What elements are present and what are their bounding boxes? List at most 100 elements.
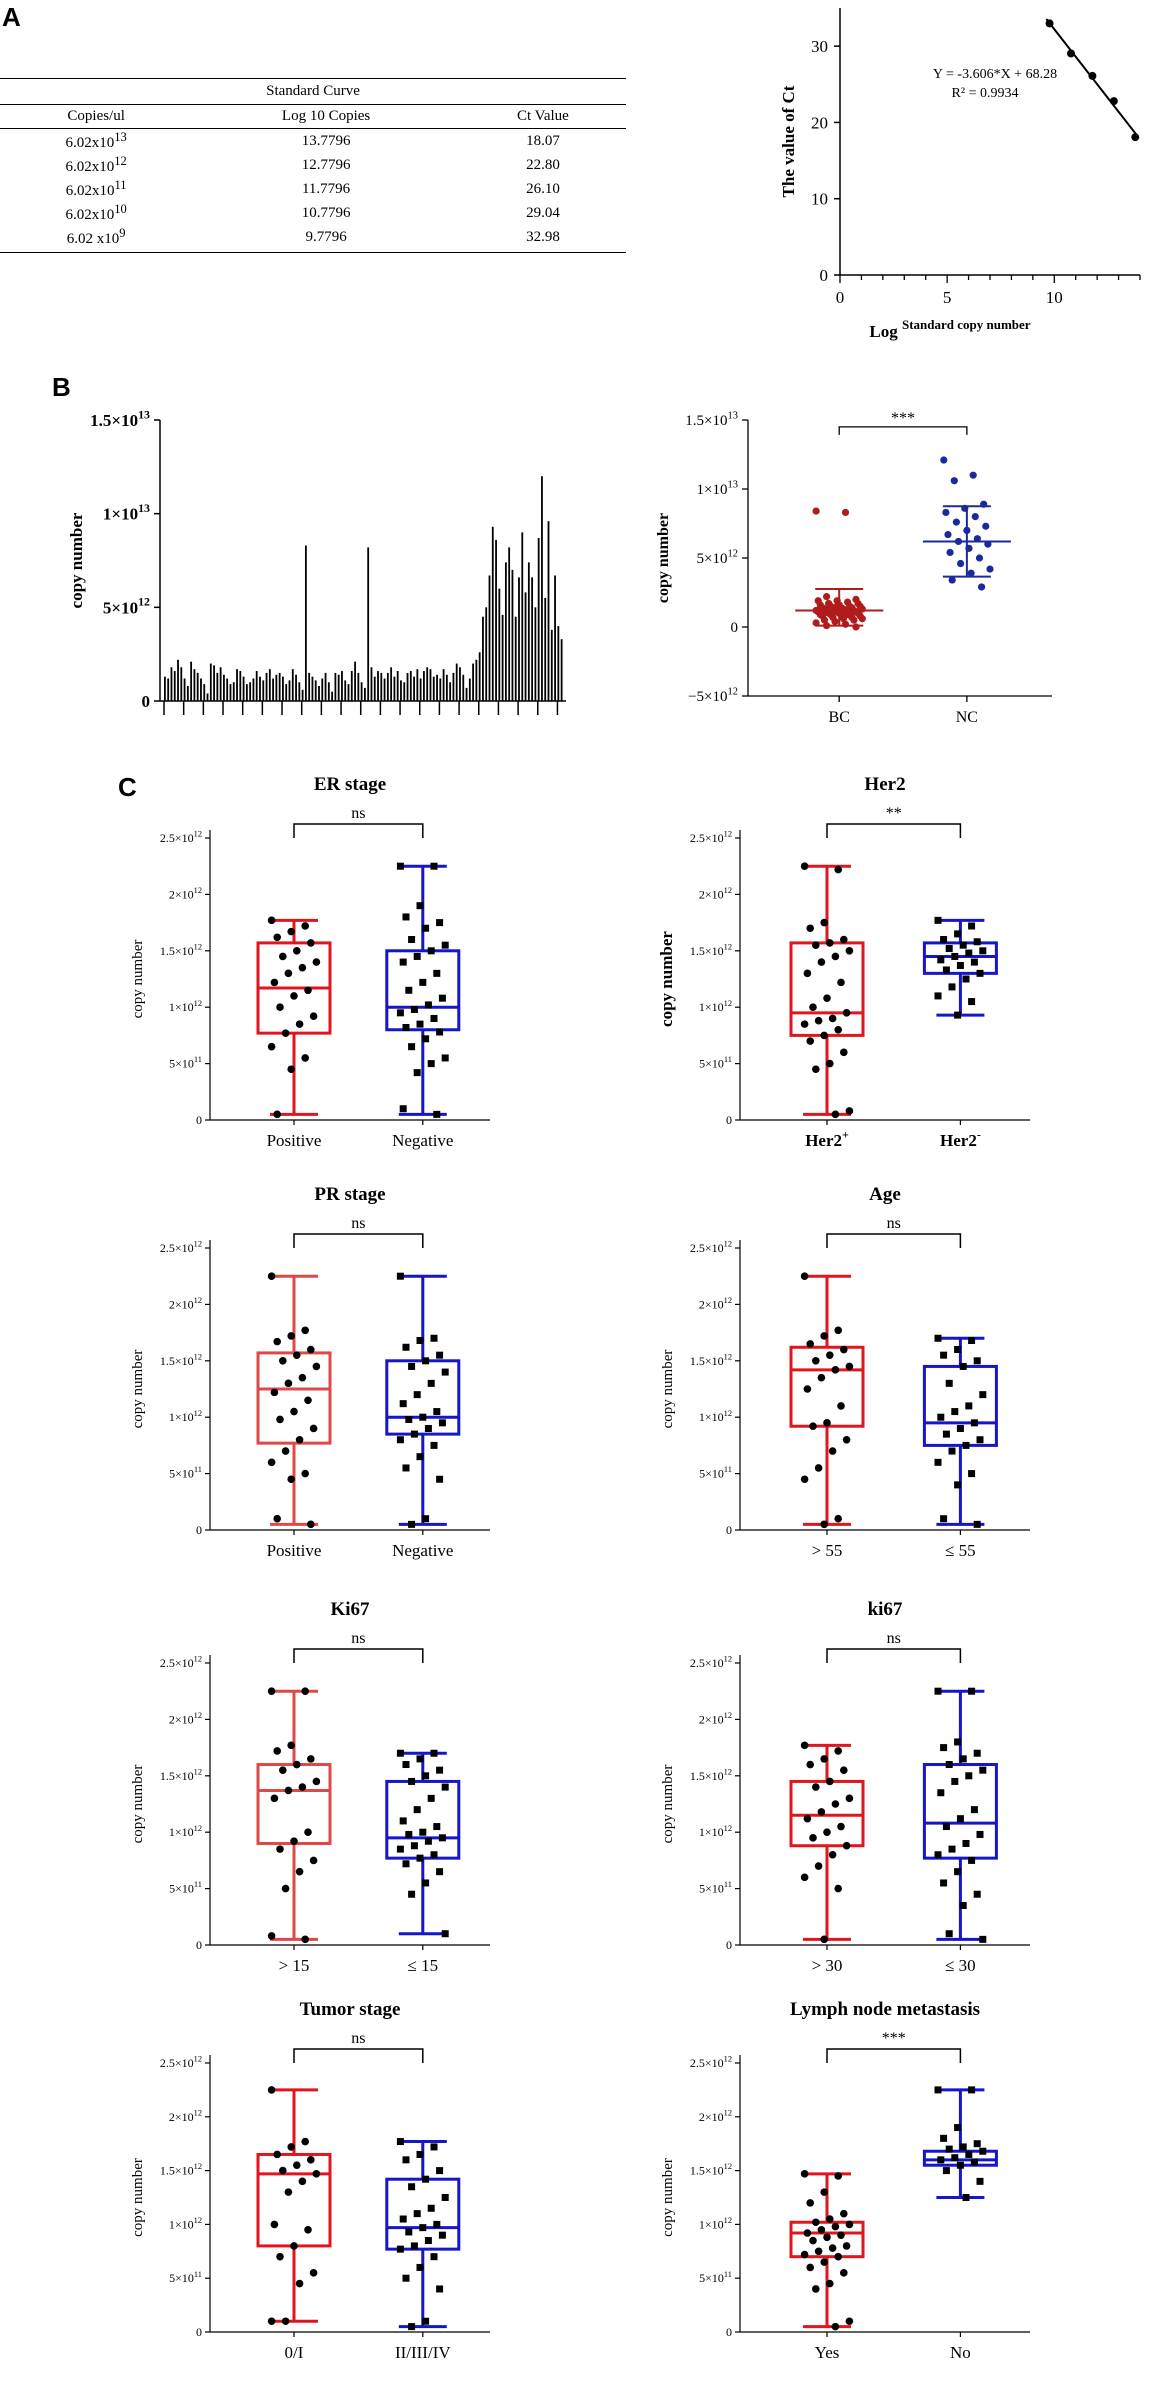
data-point: [942, 2167, 950, 2175]
y-tick-label: 2×1012: [699, 1296, 732, 1311]
bar: [468, 678, 471, 701]
data-point: [396, 2245, 404, 2253]
data-point: [281, 1884, 290, 1893]
data-point: [945, 1379, 953, 1387]
data-point: [800, 1272, 809, 1280]
data-point: [430, 862, 438, 870]
data-point: [312, 1777, 321, 1786]
bar: [255, 671, 258, 701]
data-point: [850, 616, 858, 624]
lymph-node-box-chart: Lymph node metastasis 2.5×1012 2×1012 1.5×1…: [660, 1999, 1030, 2362]
table-cell-log: 12.7796: [301, 156, 351, 173]
data-point: [441, 1930, 449, 1938]
bar: [383, 678, 386, 701]
data-point: [312, 958, 321, 966]
data-point: [301, 1326, 309, 1335]
table-cell-log: 11.7796: [301, 180, 351, 197]
data-point: [820, 1332, 828, 1340]
data-point: [962, 1441, 970, 1449]
x-tick-label: > 55: [812, 1541, 843, 1560]
bar: [550, 629, 553, 701]
data-point: [954, 2124, 962, 2132]
data-point: [402, 1464, 410, 1472]
data-point: [309, 1856, 318, 1865]
bar: [167, 678, 170, 701]
data-point: [979, 947, 987, 955]
data-point: [844, 610, 852, 619]
y-tick-label: 0: [196, 1113, 202, 1127]
data-point: [408, 1043, 416, 1051]
data-point: [273, 933, 281, 942]
significance-bracket: [826, 2048, 962, 2063]
data-point: [956, 1424, 964, 1432]
data-point: [828, 1014, 837, 1023]
bar: [268, 669, 271, 701]
data-point: [940, 936, 948, 944]
bar: [327, 682, 330, 701]
data-point: [307, 1755, 315, 1763]
panel-label-a: A: [2, 2, 21, 32]
data-point: [803, 1385, 812, 1393]
box: [789, 1345, 865, 1428]
y-axis-label: copy number: [660, 1765, 676, 1844]
data-point: [845, 1362, 854, 1371]
bar: [524, 592, 527, 701]
data-point: [977, 583, 986, 591]
bar: [475, 659, 478, 701]
data-point: [934, 1334, 942, 1342]
y-tick-label: 1.5×1012: [690, 2162, 732, 2177]
data-point: [841, 620, 850, 628]
bar: [406, 672, 409, 701]
data-point: [823, 2233, 831, 2242]
bar: [223, 674, 225, 701]
y-tick-label: 2.5×1012: [160, 830, 202, 845]
data-point: [408, 2183, 416, 2191]
data-point: [433, 969, 441, 977]
data-point: [968, 2086, 976, 2094]
data-point: [800, 1741, 809, 1750]
bar: [501, 614, 504, 701]
bar: [478, 652, 481, 701]
table-cell-ct: 18.07: [526, 132, 560, 149]
data-point: [405, 1415, 413, 1423]
data-point: [436, 919, 444, 927]
bc-nc-scatter-chart: 1.5×1013 1×1013 5×1012 0 −5×1012 copy number B…: [655, 410, 1052, 726]
data-point: [817, 2225, 826, 2234]
table-cell-ct: 32.98: [459, 225, 626, 253]
y-tick-label: 5×1011: [169, 1880, 202, 1895]
bar: [373, 676, 376, 701]
x-tick-label: Yes: [815, 2343, 840, 2362]
data-point: [831, 2222, 840, 2231]
data-point: [826, 1059, 834, 1068]
data-point: [273, 1337, 281, 1346]
data-point: [968, 1687, 976, 1695]
data-point: [436, 1475, 444, 1483]
data-point: [823, 994, 831, 1002]
significance-label: ns: [351, 805, 365, 822]
data-point: [800, 862, 809, 870]
box: [922, 1364, 998, 1447]
y-tick-label: 0: [142, 692, 151, 711]
data-point: [959, 941, 967, 949]
data-point: [970, 958, 978, 966]
data-point: [424, 1424, 432, 1432]
data-point: [307, 1345, 315, 1354]
pr-stage-box-chart: PR stage 2.5×1012 2×1012 1.5×1012 1×1012 5×10…: [130, 1184, 490, 1560]
y-axis-label: copy number: [130, 940, 146, 1019]
bar: [173, 671, 176, 701]
data-point: [408, 2323, 416, 2331]
data-point: [298, 963, 307, 972]
data-point: [430, 2253, 438, 2261]
data-point: [812, 2285, 820, 2293]
data-point: [937, 1413, 945, 1421]
data-point: [968, 1856, 976, 1864]
data-point: [837, 978, 845, 987]
data-point: [937, 2156, 945, 2164]
bar: [544, 597, 547, 701]
bar: [278, 672, 281, 701]
bar: [472, 663, 474, 701]
data-point: [422, 2175, 430, 2183]
data-point: [962, 2194, 970, 2201]
data-point: [840, 2209, 848, 2218]
bar: [242, 676, 245, 701]
